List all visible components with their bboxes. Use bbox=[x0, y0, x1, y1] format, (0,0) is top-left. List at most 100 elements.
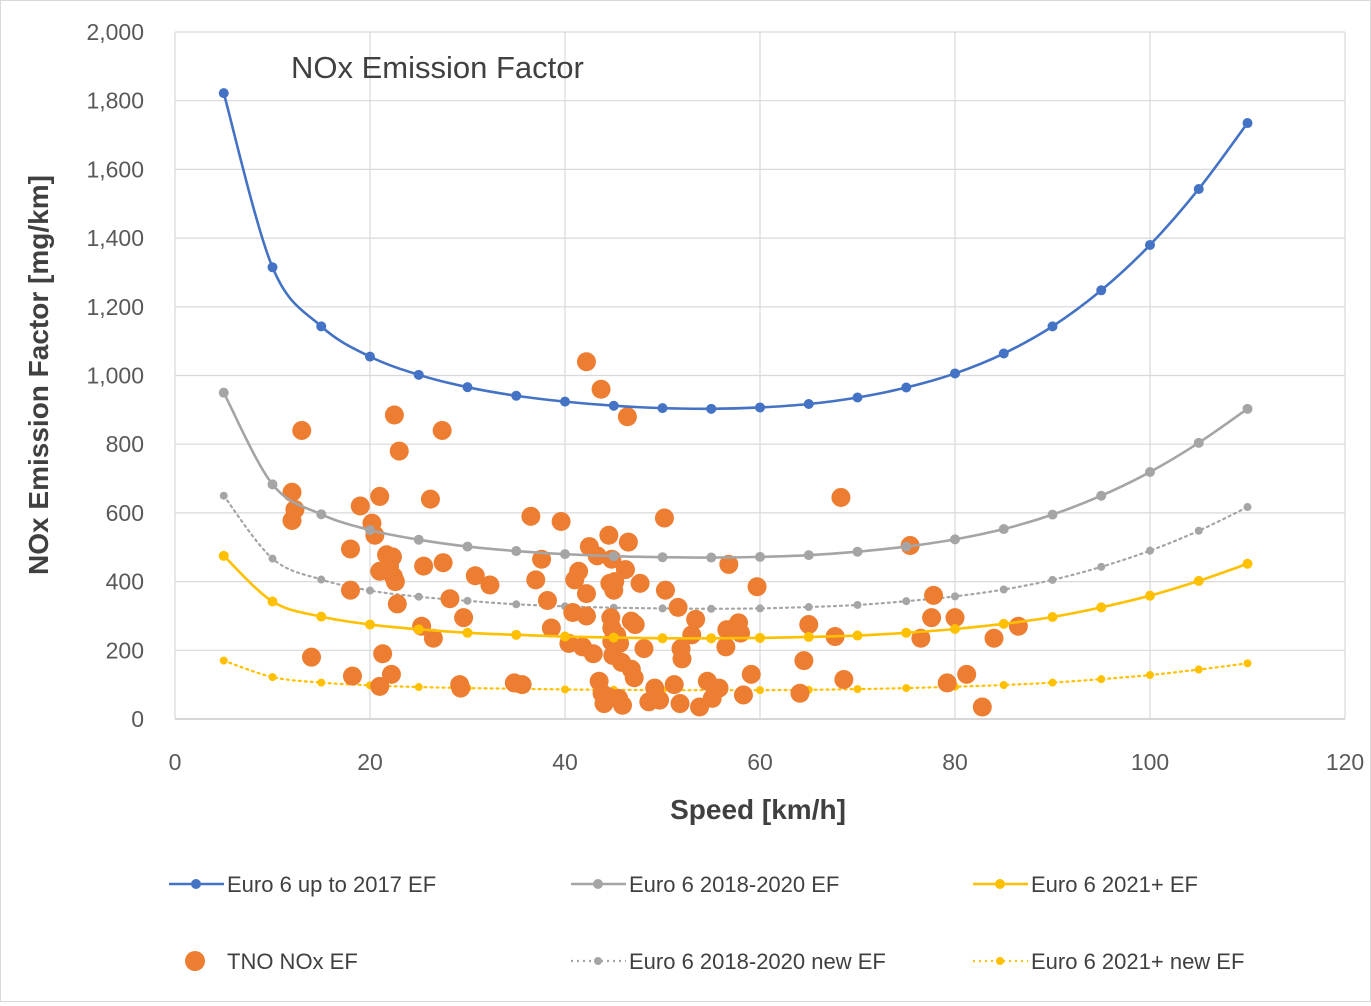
y-tick-label: 400 bbox=[106, 569, 144, 595]
legend-item: TNO NOx EF bbox=[185, 949, 358, 974]
data-point bbox=[803, 631, 814, 642]
data-point bbox=[1047, 321, 1058, 332]
data-point bbox=[707, 604, 716, 613]
series-euro-6-up-to-2017-ef bbox=[218, 88, 1253, 414]
data-point bbox=[951, 592, 959, 601]
scatter-point bbox=[526, 570, 546, 590]
chart-title: NOx Emission Factor bbox=[291, 50, 584, 85]
scatter-point bbox=[922, 608, 942, 628]
data-point bbox=[511, 629, 522, 640]
data-point bbox=[1243, 659, 1252, 668]
scatter-point bbox=[911, 628, 931, 648]
data-point bbox=[218, 88, 229, 99]
data-point bbox=[998, 524, 1009, 535]
series-layer bbox=[218, 88, 1253, 717]
scatter-point bbox=[924, 585, 944, 605]
x-tick-label: 60 bbox=[747, 749, 773, 775]
x-axis-title: Speed [km/h] bbox=[670, 794, 846, 825]
scatter-point bbox=[583, 644, 603, 664]
scatter-point bbox=[650, 690, 670, 710]
legend-label: Euro 6 2018-2020 EF bbox=[629, 872, 839, 897]
scatter-point bbox=[1008, 616, 1028, 636]
scatter-point bbox=[719, 554, 739, 574]
scatter-point bbox=[532, 549, 552, 569]
scatter-point bbox=[957, 664, 977, 684]
legend-item: Euro 6 2021+ EF bbox=[973, 872, 1198, 897]
data-point bbox=[657, 403, 668, 414]
y-axis-ticks: 0 200 400 600 800 1,000 1,200 1,400 1,600 1,800 2,… bbox=[86, 19, 144, 732]
data-point bbox=[1048, 575, 1057, 584]
data-point bbox=[902, 597, 911, 606]
x-tick-label: 100 bbox=[1131, 749, 1169, 775]
data-point bbox=[901, 627, 912, 638]
scatter-point bbox=[302, 647, 321, 667]
scatter-point bbox=[613, 695, 633, 715]
y-tick-label: 1,800 bbox=[86, 88, 144, 114]
x-axis-ticks: 0 20 40 60 80 100 120 bbox=[169, 749, 1365, 775]
data-point bbox=[706, 552, 717, 563]
data-point bbox=[902, 684, 911, 693]
scatter-point bbox=[576, 606, 596, 626]
series-euro-6-2018-2020-new-ef bbox=[219, 491, 1252, 613]
data-point bbox=[853, 600, 862, 609]
legend-marker bbox=[995, 879, 1005, 889]
scatter-point bbox=[381, 664, 401, 684]
data-point bbox=[1097, 675, 1106, 684]
data-point bbox=[803, 550, 814, 561]
scatter-point bbox=[414, 556, 434, 576]
scatter-point bbox=[984, 628, 1004, 648]
scatter-point bbox=[654, 508, 674, 528]
data-point bbox=[365, 351, 375, 362]
data-point bbox=[218, 387, 229, 398]
y-tick-label: 0 bbox=[131, 706, 144, 732]
data-point bbox=[560, 396, 570, 407]
scatter-point bbox=[794, 651, 814, 671]
data-point bbox=[1193, 437, 1204, 448]
data-point bbox=[901, 382, 912, 393]
data-point bbox=[1242, 403, 1253, 414]
gridlines bbox=[174, 31, 1346, 720]
data-point bbox=[1242, 118, 1253, 129]
legend-item: Euro 6 2018-2020 new EF bbox=[571, 949, 886, 974]
scatter-point bbox=[454, 608, 474, 628]
data-point bbox=[414, 592, 423, 601]
data-point bbox=[755, 402, 765, 413]
data-point bbox=[366, 586, 374, 595]
scatter-point bbox=[521, 506, 541, 526]
scatter-point bbox=[342, 666, 362, 686]
data-point bbox=[218, 550, 229, 561]
scatter-point bbox=[634, 639, 654, 659]
y-tick-label: 1,000 bbox=[86, 363, 144, 389]
scatter-point bbox=[831, 487, 851, 507]
data-point bbox=[268, 673, 277, 682]
data-point bbox=[267, 596, 278, 607]
legend-label: TNO NOx EF bbox=[227, 949, 358, 974]
series-euro-6-2018-2020-ef bbox=[218, 387, 1253, 563]
series-euro-6-2021-ef bbox=[218, 550, 1253, 644]
scatter-point bbox=[465, 566, 485, 586]
scatter-point bbox=[716, 637, 736, 657]
data-point bbox=[1145, 239, 1155, 250]
series-line bbox=[222, 494, 1249, 610]
data-point bbox=[998, 618, 1009, 629]
data-point bbox=[511, 546, 522, 557]
scatter-point bbox=[670, 694, 690, 714]
legend-marker bbox=[191, 879, 201, 889]
scatter-point bbox=[451, 678, 471, 698]
data-point bbox=[1048, 678, 1057, 687]
series-tno-nox-ef bbox=[282, 352, 1028, 717]
scatter-point bbox=[385, 572, 405, 592]
scatter-point bbox=[382, 547, 402, 567]
data-point bbox=[755, 551, 765, 562]
scatter-point bbox=[341, 539, 360, 559]
scatter-point bbox=[741, 664, 761, 684]
data-point bbox=[852, 630, 863, 641]
data-point bbox=[1193, 575, 1204, 586]
data-point bbox=[1047, 509, 1058, 520]
data-point bbox=[608, 400, 619, 411]
data-point bbox=[1146, 546, 1154, 555]
data-point bbox=[511, 390, 522, 401]
data-point bbox=[1146, 671, 1154, 680]
series-line bbox=[222, 391, 1249, 559]
